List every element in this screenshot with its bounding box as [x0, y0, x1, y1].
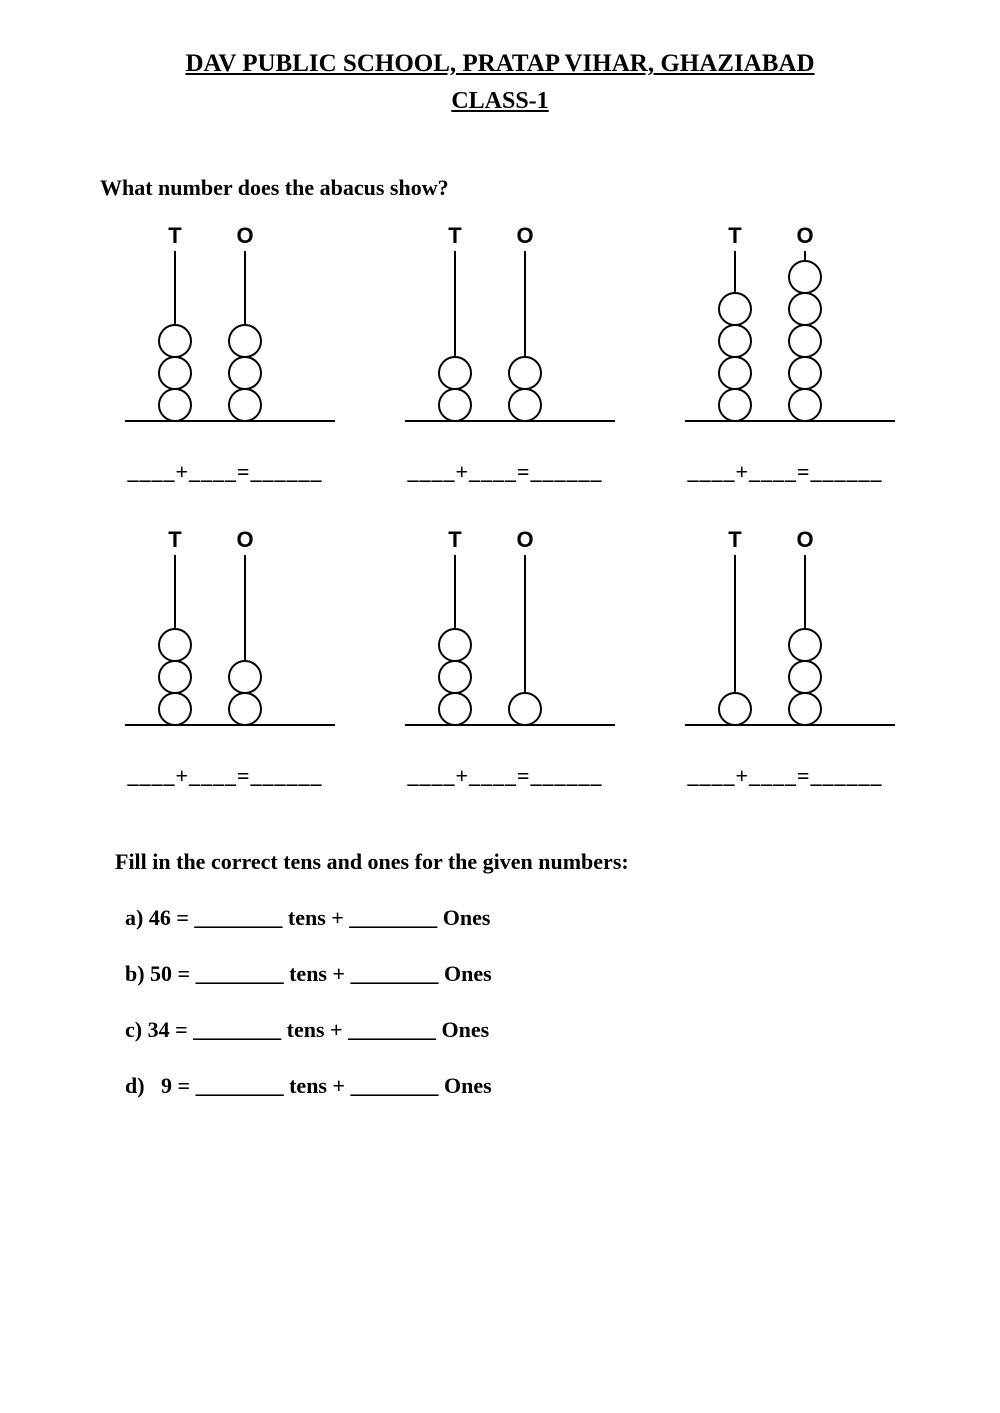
abacus-cell: TO____+____=______	[375, 525, 635, 789]
ones-label: O	[236, 527, 253, 552]
class-title: CLASS-1	[95, 88, 905, 115]
ones-label: O	[516, 527, 533, 552]
fill-section: Fill in the correct tens and ones for th…	[95, 849, 905, 1099]
abacus-diagram: TO	[655, 221, 915, 431]
bead-icon	[789, 357, 821, 389]
bead-icon	[159, 389, 191, 421]
fill-row: d) 9 = ________ tens + ________ Ones	[125, 1073, 905, 1099]
bead-icon	[159, 661, 191, 693]
question-1-prompt: What number does the abacus show?	[100, 175, 905, 201]
bead-icon	[439, 357, 471, 389]
tens-label: T	[728, 527, 742, 552]
abacus-cell: TO____+____=______	[375, 221, 635, 485]
abacus-cell: TO____+____=______	[95, 525, 355, 789]
bead-icon	[439, 629, 471, 661]
bead-icon	[789, 629, 821, 661]
bead-icon	[789, 325, 821, 357]
bead-icon	[159, 325, 191, 357]
equation-blank: ____+____=______	[655, 459, 915, 485]
bead-icon	[229, 389, 261, 421]
bead-icon	[439, 661, 471, 693]
equation-blank: ____+____=______	[95, 763, 355, 789]
equation-blank: ____+____=______	[375, 459, 635, 485]
equation-blank: ____+____=______	[655, 763, 915, 789]
ones-label: O	[516, 223, 533, 248]
bead-icon	[719, 693, 751, 725]
abacus-grid: TO____+____=______TO____+____=______TO__…	[95, 221, 905, 789]
fill-row: b) 50 = ________ tens + ________ Ones	[125, 961, 905, 987]
bead-icon	[229, 325, 261, 357]
bead-icon	[789, 293, 821, 325]
abacus-diagram: TO	[95, 525, 355, 735]
abacus-diagram: TO	[95, 221, 355, 431]
fill-row: c) 34 = ________ tens + ________ Ones	[125, 1017, 905, 1043]
bead-icon	[719, 293, 751, 325]
bead-icon	[439, 693, 471, 725]
tens-label: T	[168, 223, 182, 248]
ones-label: O	[236, 223, 253, 248]
tens-label: T	[448, 223, 462, 248]
bead-icon	[719, 389, 751, 421]
bead-icon	[229, 357, 261, 389]
bead-icon	[159, 357, 191, 389]
question-2-prompt: Fill in the correct tens and ones for th…	[115, 849, 905, 875]
bead-icon	[159, 693, 191, 725]
school-title: DAV PUBLIC SCHOOL, PRATAP VIHAR, GHAZIAB…	[95, 50, 905, 78]
worksheet-page: DAV PUBLIC SCHOOL, PRATAP VIHAR, GHAZIAB…	[0, 0, 1000, 1189]
bead-icon	[789, 693, 821, 725]
bead-icon	[509, 357, 541, 389]
ones-label: O	[796, 527, 813, 552]
bead-icon	[789, 661, 821, 693]
bead-icon	[509, 389, 541, 421]
abacus-diagram: TO	[375, 221, 635, 431]
tens-label: T	[728, 223, 742, 248]
bead-icon	[509, 693, 541, 725]
bead-icon	[719, 357, 751, 389]
bead-icon	[159, 629, 191, 661]
abacus-cell: TO____+____=______	[95, 221, 355, 485]
abacus-cell: TO____+____=______	[655, 525, 915, 789]
tens-label: T	[448, 527, 462, 552]
ones-label: O	[796, 223, 813, 248]
bead-icon	[719, 325, 751, 357]
bead-icon	[789, 261, 821, 293]
tens-label: T	[168, 527, 182, 552]
fill-row: a) 46 = ________ tens + ________ Ones	[125, 905, 905, 931]
bead-icon	[229, 661, 261, 693]
fill-rows: a) 46 = ________ tens + ________ Ones b) …	[95, 905, 905, 1099]
bead-icon	[229, 693, 261, 725]
abacus-diagram: TO	[375, 525, 635, 735]
equation-blank: ____+____=______	[95, 459, 355, 485]
equation-blank: ____+____=______	[375, 763, 635, 789]
bead-icon	[439, 389, 471, 421]
abacus-cell: TO____+____=______	[655, 221, 915, 485]
bead-icon	[789, 389, 821, 421]
abacus-diagram: TO	[655, 525, 915, 735]
